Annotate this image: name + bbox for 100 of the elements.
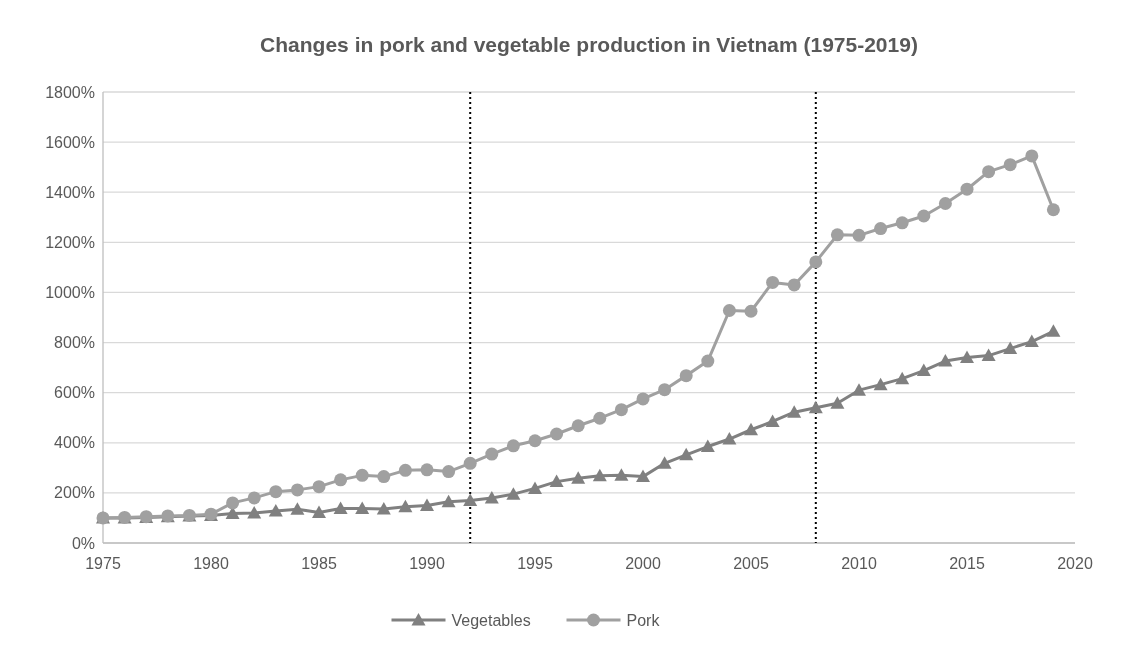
point xyxy=(506,487,521,500)
point xyxy=(398,499,413,513)
point xyxy=(917,209,931,223)
y-tick-label: 1000% xyxy=(45,284,95,302)
point xyxy=(766,275,780,289)
point xyxy=(269,485,283,499)
point xyxy=(1003,158,1017,172)
point xyxy=(355,468,369,482)
point xyxy=(226,496,240,510)
point xyxy=(571,419,585,433)
point xyxy=(333,501,348,514)
x-tick-label: 1975 xyxy=(85,555,121,572)
point xyxy=(614,403,628,417)
chart-title: Changes in pork and vegetable production in Vietnam (1975-2019) xyxy=(260,33,918,56)
point xyxy=(701,354,715,368)
point xyxy=(895,371,910,385)
legend-label: Vegetables xyxy=(451,611,531,629)
point xyxy=(938,354,953,367)
x-tick-label: 1995 xyxy=(517,555,553,572)
point xyxy=(787,278,801,292)
y-tick-label: 600% xyxy=(54,384,95,402)
point xyxy=(808,400,823,414)
point xyxy=(398,463,412,477)
point xyxy=(268,503,283,517)
x-tick-label: 1985 xyxy=(301,555,337,572)
point xyxy=(809,255,823,269)
point xyxy=(636,392,650,406)
point xyxy=(376,501,391,515)
point xyxy=(1003,341,1018,355)
point xyxy=(960,182,974,196)
y-tick-label: 800% xyxy=(54,334,95,352)
x-tick-label: 2010 xyxy=(841,555,877,572)
point xyxy=(528,481,542,494)
point xyxy=(765,414,780,427)
point xyxy=(593,411,607,425)
point xyxy=(830,396,845,409)
point xyxy=(484,490,499,504)
x-tick-label: 2020 xyxy=(1057,555,1093,572)
point xyxy=(1046,324,1061,337)
point xyxy=(463,456,477,470)
point xyxy=(852,228,866,242)
point xyxy=(679,447,694,461)
point xyxy=(312,480,326,494)
legend-label: Pork xyxy=(626,611,661,629)
x-tick-label: 1980 xyxy=(193,555,229,572)
point xyxy=(592,468,607,482)
point xyxy=(247,505,262,519)
point xyxy=(420,463,434,477)
x-tick-label: 2005 xyxy=(733,555,769,572)
point xyxy=(290,483,304,497)
point xyxy=(744,304,758,318)
point xyxy=(355,501,370,514)
point xyxy=(420,498,434,511)
point xyxy=(744,422,758,436)
point xyxy=(960,350,974,364)
point xyxy=(571,471,586,484)
point xyxy=(441,494,456,508)
y-tick-label: 1800% xyxy=(45,83,95,101)
point xyxy=(852,383,866,396)
point xyxy=(1025,149,1039,163)
point xyxy=(636,469,650,483)
point xyxy=(442,465,456,479)
y-tick-label: 0% xyxy=(71,534,95,552)
point xyxy=(895,216,909,230)
point xyxy=(1024,334,1039,348)
point xyxy=(830,228,844,242)
point xyxy=(614,468,629,481)
y-tick-label: 1400% xyxy=(45,183,95,201)
point xyxy=(377,470,391,484)
point xyxy=(463,493,478,506)
y-tick-label: 200% xyxy=(54,484,95,502)
point xyxy=(679,369,693,383)
point xyxy=(549,474,564,488)
point xyxy=(981,348,996,362)
point xyxy=(485,447,499,461)
point xyxy=(722,432,737,445)
y-tick-label: 1600% xyxy=(45,133,95,151)
point xyxy=(874,222,888,236)
y-tick-label: 1200% xyxy=(45,233,95,251)
point xyxy=(787,405,802,418)
point xyxy=(982,165,996,179)
point xyxy=(506,439,520,453)
point xyxy=(528,434,542,448)
point xyxy=(916,363,931,377)
point xyxy=(657,456,672,469)
point xyxy=(312,505,326,518)
point xyxy=(700,439,715,453)
x-tick-label: 1990 xyxy=(409,555,445,572)
x-tick-label: 2000 xyxy=(625,555,661,572)
point xyxy=(722,303,736,317)
point xyxy=(873,377,888,391)
point xyxy=(1046,203,1060,217)
point xyxy=(334,473,348,487)
point xyxy=(290,502,305,515)
point xyxy=(658,383,672,397)
point xyxy=(550,427,564,441)
y-tick-label: 400% xyxy=(54,434,95,452)
point xyxy=(938,197,952,210)
point xyxy=(247,491,261,505)
x-tick-label: 2015 xyxy=(949,555,985,572)
